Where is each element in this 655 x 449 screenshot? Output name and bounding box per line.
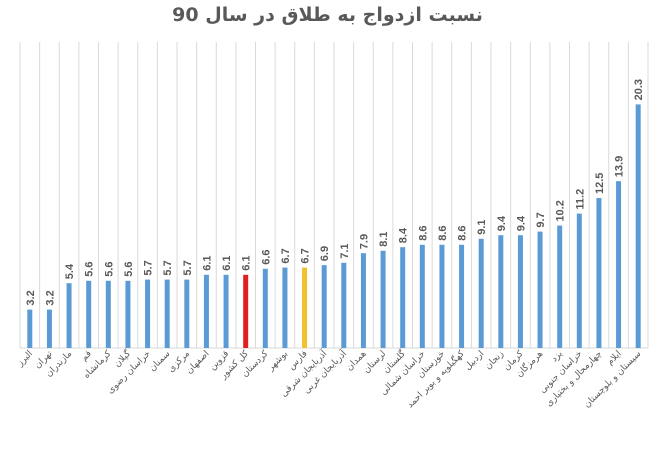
bar <box>262 268 268 348</box>
data-label: 8.1 <box>378 232 390 247</box>
data-label: 6.7 <box>300 248 312 263</box>
data-label: 5.6 <box>123 262 135 277</box>
data-label: 3.2 <box>25 290 37 305</box>
bar <box>419 244 425 348</box>
bar <box>145 279 151 348</box>
data-label: 9.4 <box>515 215 527 231</box>
bar <box>400 247 406 348</box>
data-label: 5.4 <box>64 263 76 279</box>
data-label: 7.9 <box>358 234 370 249</box>
bar <box>635 104 641 349</box>
data-label: 8.6 <box>437 226 449 241</box>
data-label: 5.6 <box>84 262 96 277</box>
data-label: 7.1 <box>339 244 351 259</box>
bar <box>46 309 52 348</box>
data-label: 6.1 <box>201 256 213 271</box>
data-label: 9.7 <box>535 212 547 227</box>
bar <box>321 265 327 348</box>
data-label: 12.5 <box>594 173 606 194</box>
bar <box>282 267 288 348</box>
data-label: 6.7 <box>280 248 292 263</box>
data-label: 5.7 <box>182 260 194 275</box>
data-label: 5.7 <box>143 260 155 275</box>
data-label: 10.2 <box>555 200 567 221</box>
bar <box>341 262 347 348</box>
bar <box>380 250 386 348</box>
data-label: 8.6 <box>457 226 469 241</box>
data-label: 5.7 <box>162 260 174 275</box>
category-label: اردبیل <box>463 349 486 372</box>
bar <box>478 238 484 348</box>
bar <box>27 309 33 348</box>
bar <box>105 280 111 348</box>
bar <box>125 280 131 348</box>
bar <box>517 235 523 348</box>
data-label: 20.3 <box>633 79 645 100</box>
data-label: 9.4 <box>496 215 508 231</box>
category-label: یزد <box>550 349 566 365</box>
bar <box>459 244 465 348</box>
data-label: 11.2 <box>574 189 586 210</box>
bar <box>66 283 72 348</box>
data-label: 5.6 <box>103 262 115 277</box>
bar <box>164 279 170 348</box>
bar <box>616 181 622 348</box>
bar <box>498 235 504 348</box>
bar <box>184 279 190 348</box>
bar <box>302 267 308 348</box>
data-label: 13.9 <box>614 156 626 177</box>
bar <box>537 231 543 348</box>
bar <box>596 198 602 348</box>
data-label: 6.9 <box>319 246 331 261</box>
bar <box>439 244 445 348</box>
data-label: 6.6 <box>260 250 272 265</box>
bar <box>86 280 92 348</box>
bar <box>576 213 582 348</box>
category-label: البرز <box>15 349 35 369</box>
bar <box>360 253 366 348</box>
category-label: بوشهر <box>265 349 290 374</box>
category-label: قم <box>79 349 93 363</box>
chart-title: نسبت ازدواج به طلاق در سال 90 <box>172 4 483 26</box>
data-label: 6.1 <box>221 256 233 271</box>
data-label: 3.2 <box>44 290 56 305</box>
category-label: زنجان <box>483 349 506 372</box>
bar <box>557 225 563 348</box>
bar <box>203 274 209 348</box>
data-label: 8.6 <box>417 226 429 241</box>
bar <box>223 274 229 348</box>
data-label: 9.1 <box>476 220 488 235</box>
data-label: 6.1 <box>241 256 253 271</box>
bar <box>243 274 249 348</box>
data-label: 8.4 <box>398 227 410 243</box>
